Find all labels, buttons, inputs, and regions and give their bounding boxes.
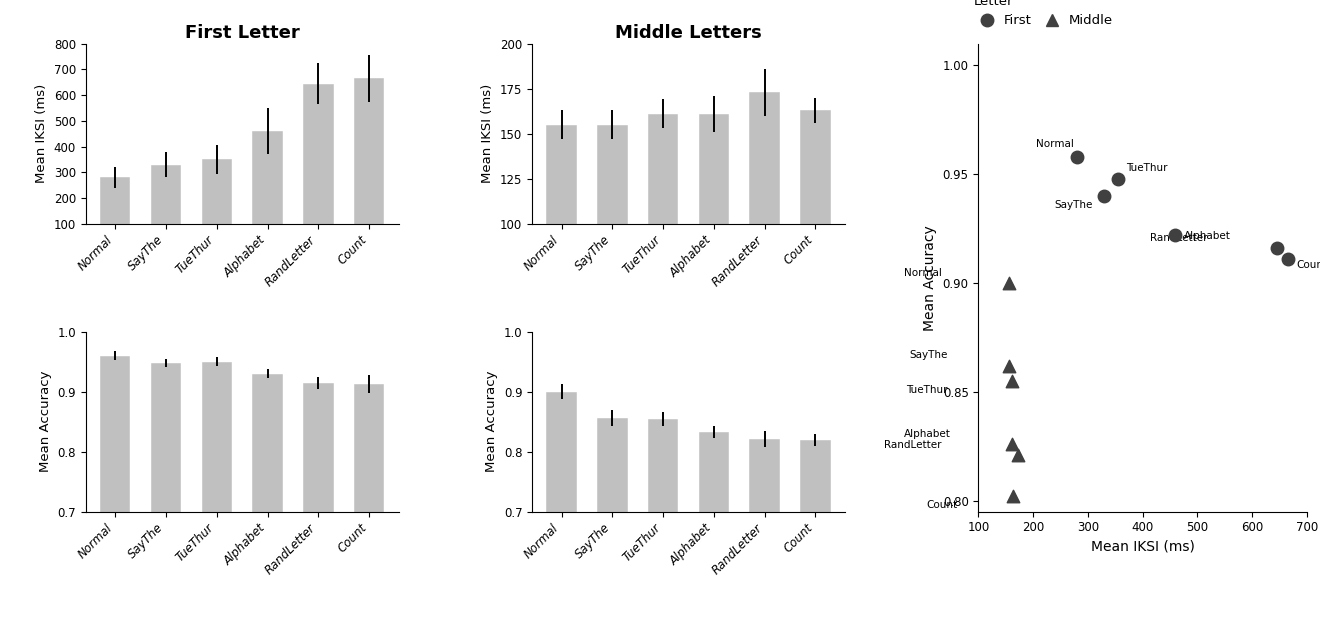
Y-axis label: Mean Accuracy: Mean Accuracy [38, 371, 51, 472]
Legend: First, Middle: First, Middle [969, 0, 1118, 32]
Text: RandLetter: RandLetter [884, 439, 942, 449]
Y-axis label: Mean IKSI (ms): Mean IKSI (ms) [36, 84, 49, 183]
Bar [150, 165, 181, 250]
Text: Normal: Normal [904, 268, 942, 278]
Text: SayThe: SayThe [1055, 200, 1093, 210]
Text: Alphabet: Alphabet [1184, 231, 1230, 241]
X-axis label: Mean IKSI (ms): Mean IKSI (ms) [1090, 540, 1195, 554]
Bar [252, 374, 282, 624]
Bar [546, 392, 577, 624]
Bar [304, 84, 334, 250]
Bar [100, 177, 131, 250]
Bar [800, 110, 830, 404]
Point [1107, 173, 1129, 183]
Bar [750, 92, 780, 404]
Point [1094, 191, 1115, 201]
Point [1164, 230, 1185, 240]
Point [1002, 376, 1023, 386]
Text: TueThur: TueThur [907, 385, 948, 395]
Point [1276, 254, 1298, 264]
Y-axis label: Mean IKSI (ms): Mean IKSI (ms) [482, 84, 495, 183]
Bar [800, 440, 830, 624]
Bar [648, 114, 678, 404]
Bar [698, 432, 729, 624]
Text: SayThe: SayThe [909, 350, 948, 360]
Point [1067, 152, 1088, 162]
Bar [698, 114, 729, 404]
Y-axis label: Mean Accuracy: Mean Accuracy [486, 371, 498, 472]
Text: Count: Count [1296, 260, 1320, 270]
Point [1002, 492, 1023, 502]
Bar [648, 419, 678, 624]
Title: First Letter: First Letter [185, 24, 300, 42]
Bar [597, 125, 627, 404]
Bar [354, 79, 384, 250]
Bar [750, 439, 780, 624]
Text: TueThur: TueThur [1126, 163, 1168, 173]
Point [1007, 450, 1028, 460]
Title: Middle Letters: Middle Letters [615, 24, 762, 42]
Bar [546, 125, 577, 404]
Bar [202, 362, 232, 624]
Point [1266, 243, 1287, 253]
Bar [597, 418, 627, 624]
Y-axis label: Mean Accuracy: Mean Accuracy [923, 225, 937, 331]
Text: RandLetter: RandLetter [1150, 233, 1208, 243]
Bar [202, 159, 232, 250]
Point [1002, 439, 1023, 449]
Bar [150, 363, 181, 624]
Text: Normal: Normal [1036, 139, 1074, 149]
Point [998, 361, 1019, 371]
Bar [252, 131, 282, 250]
Text: Alphabet: Alphabet [904, 429, 950, 439]
Bar [100, 356, 131, 624]
Text: Count: Count [927, 500, 957, 510]
Bar [354, 384, 384, 624]
Point [998, 278, 1019, 288]
Bar [304, 383, 334, 624]
